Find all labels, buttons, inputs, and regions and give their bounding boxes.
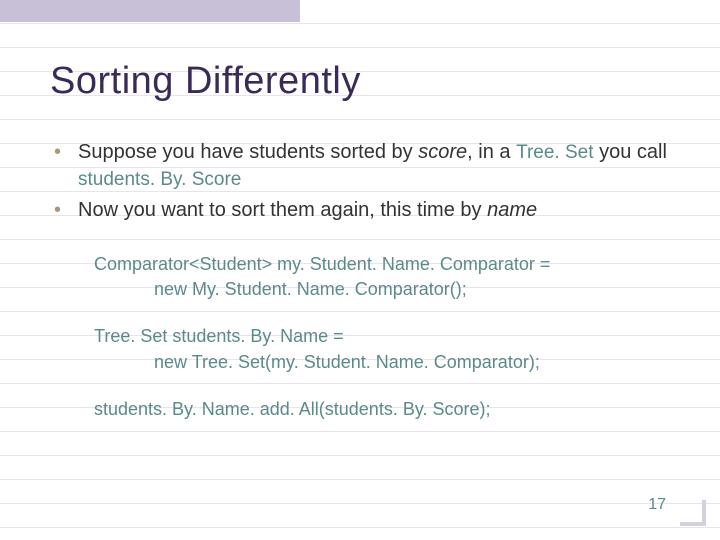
code-line: Tree. Set students. By. Name = bbox=[94, 324, 670, 349]
bullet-text: , in a bbox=[467, 141, 516, 163]
code-line: students. By. Name. add. All(students. B… bbox=[94, 397, 670, 422]
code-group: Comparator<Student> my. Student. Name. C… bbox=[94, 252, 670, 302]
code-line: new Tree. Set(my. Student. Name. Compara… bbox=[94, 350, 670, 375]
code-line: Comparator<Student> my. Student. Name. C… bbox=[94, 252, 670, 277]
slide-content: Sorting Differently Suppose you have stu… bbox=[0, 0, 720, 422]
inline-code: Tree. Set bbox=[516, 142, 593, 163]
slide-title: Sorting Differently bbox=[50, 60, 670, 103]
bullet-emphasis: score bbox=[418, 141, 467, 163]
corner-accent-icon bbox=[680, 500, 706, 526]
bullet-item: Now you want to sort them again, this ti… bbox=[78, 197, 670, 224]
bullet-text: Suppose you have students sorted by bbox=[78, 141, 418, 163]
code-group: students. By. Name. add. All(students. B… bbox=[94, 397, 670, 422]
bullet-emphasis: name bbox=[487, 199, 537, 221]
code-line: new My. Student. Name. Comparator(); bbox=[94, 277, 670, 302]
bullet-item: Suppose you have students sorted by scor… bbox=[78, 139, 670, 193]
bullet-list: Suppose you have students sorted by scor… bbox=[50, 139, 670, 224]
code-block: Comparator<Student> my. Student. Name. C… bbox=[50, 252, 670, 422]
inline-code: students. By. Score bbox=[78, 169, 241, 190]
bullet-text: Now you want to sort them again, this ti… bbox=[78, 199, 487, 221]
slide-number: 17 bbox=[648, 496, 666, 514]
code-group: Tree. Set students. By. Name = new Tree.… bbox=[94, 324, 670, 374]
bullet-text: you call bbox=[594, 141, 667, 163]
